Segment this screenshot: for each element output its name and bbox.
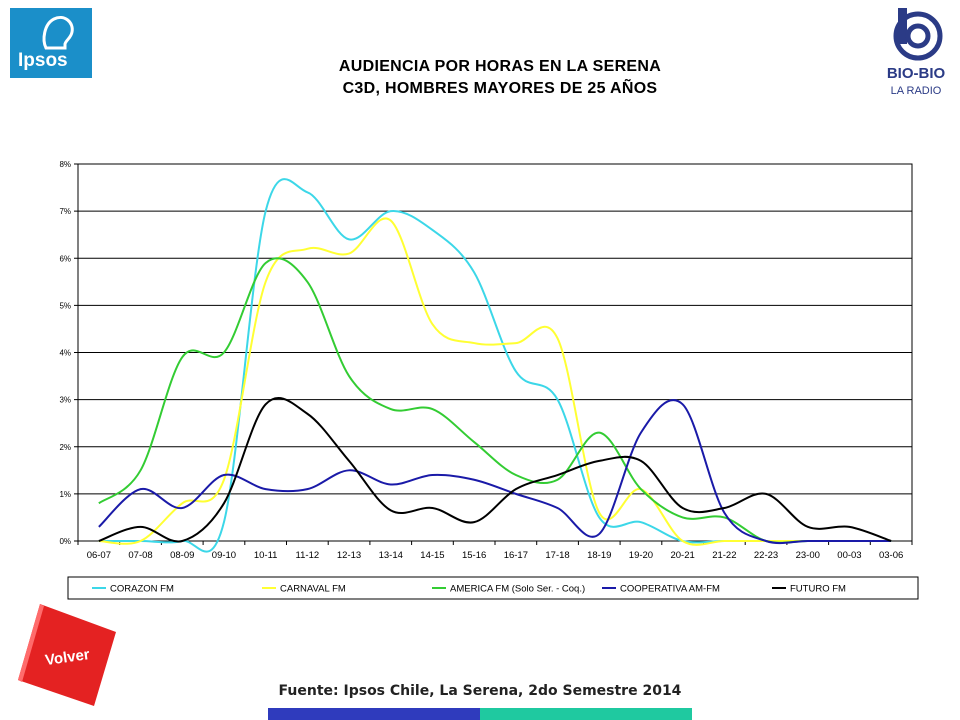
ipsos-head-icon (42, 16, 74, 50)
x-tick-label: 22-23 (754, 550, 778, 561)
legend-box (67, 576, 919, 600)
x-tick-label: 03-06 (879, 550, 903, 561)
x-tick-label: 14-15 (420, 550, 444, 561)
source-note: Fuente: Ipsos Chile, La Serena, 2do Seme… (278, 683, 682, 699)
y-tick-label: 3% (59, 396, 71, 405)
x-tick-label: 13-14 (379, 550, 403, 561)
x-tick-label: 23-00 (796, 550, 820, 561)
ipsos-logo: Ipsos (10, 8, 92, 78)
biobio-logo: BIO-BIO LA RADIO (887, 8, 946, 97)
y-tick-label: 4% (59, 349, 71, 358)
series-line-4 (98, 397, 892, 543)
x-tick-label: 16-17 (504, 550, 528, 561)
biobio-logo-text: BIO-BIO (887, 65, 946, 82)
series-line-1 (98, 217, 892, 546)
series-line-3 (98, 399, 892, 545)
x-tick-label: 21-22 (712, 550, 736, 561)
x-tick-label: 09-10 (212, 550, 236, 561)
legend-label: AMERICA FM (Solo Ser. - Coq.) (450, 584, 585, 595)
chart-title-line2: C3D, HOMBRES MAYORES DE 25 AÑOS (342, 80, 658, 97)
series-lines (98, 178, 892, 553)
chart-title-line1: AUDIENCIA POR HORAS EN LA SERENA (338, 58, 662, 75)
y-tick-label: 5% (59, 301, 71, 310)
y-tick-label: 8% (59, 160, 71, 169)
ipsos-logo-text: Ipsos (18, 50, 68, 71)
volver-label: Volver (44, 646, 91, 669)
footer-bar-blue (268, 708, 480, 720)
x-tick-label: 10-11 (254, 550, 278, 561)
x-tick-label: 08-09 (170, 550, 194, 561)
legend-label: COOPERATIVA AM-FM (620, 584, 720, 595)
x-tick-label: 20-21 (670, 550, 694, 561)
x-tick-label: 07-08 (128, 550, 152, 561)
legend-label: CORAZON FM (110, 584, 174, 595)
y-tick-label: 2% (59, 443, 71, 452)
legend-label: FUTURO FM (790, 584, 846, 595)
x-tick-label: 12-13 (337, 550, 361, 561)
series-line-2 (98, 257, 892, 544)
chart-legend: CORAZON FM CARNAVAL FM AMERICA FM (Solo Se… (67, 576, 919, 600)
x-tick-label: 00-03 (837, 550, 861, 561)
x-tick-label: 15-16 (462, 550, 486, 561)
x-tick-label: 06-07 (87, 550, 111, 561)
x-tick-label: 18-19 (587, 550, 611, 561)
biobio-symbol-icon (893, 8, 943, 61)
y-tick-label: 0% (59, 537, 71, 546)
footer-bar-green (480, 708, 692, 720)
y-tick-label: 6% (59, 254, 71, 263)
x-tick-label: 19-20 (629, 550, 653, 561)
y-tick-label: 1% (59, 490, 71, 499)
x-tick-label: 17-18 (545, 550, 569, 561)
x-tick-label: 11-12 (296, 550, 320, 561)
y-tick-label: 7% (59, 207, 71, 216)
biobio-logo-subtext: LA RADIO (891, 85, 942, 97)
legend-label: CARNAVAL FM (280, 584, 346, 595)
y-axis: 0% 1% 2% 3% 4% 5% 6% 7% 8% (59, 160, 79, 546)
volver-button[interactable]: Volver (18, 602, 118, 708)
